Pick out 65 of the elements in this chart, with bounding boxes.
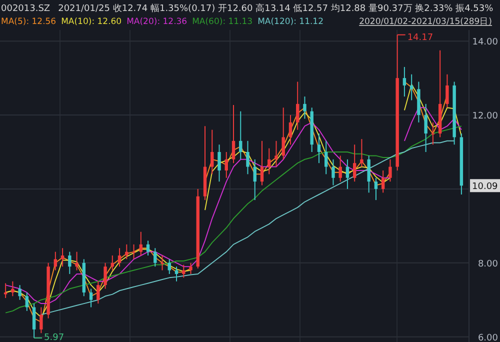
text: MA(5): 12.56: [1, 17, 56, 27]
candlestick: [68, 251, 72, 274]
candlestick: [282, 107, 285, 160]
candlestick: [317, 133, 321, 164]
candlestick: [154, 248, 157, 268]
candlestick: [232, 104, 236, 164]
candlestick: [246, 140, 250, 175]
candlestick: [274, 140, 278, 168]
candlestick: [260, 140, 264, 186]
candlestick: [89, 288, 93, 308]
y-tick-label: 8.00: [478, 259, 498, 270]
candlestick: [352, 144, 356, 182]
y-tick-label: 14.00: [472, 38, 498, 48]
candlestick: [40, 306, 43, 334]
candlestick: [218, 144, 221, 182]
y-tick-label: 12.00: [472, 112, 498, 122]
candlestick: [210, 129, 214, 175]
text: 10.09: [472, 182, 498, 192]
candlestick: [424, 103, 428, 152]
candlestick: [11, 280, 14, 297]
candlestick: [118, 248, 122, 268]
candlestick: [446, 74, 449, 108]
candlestick: [104, 262, 107, 290]
y-tick-label: 6.00: [478, 333, 498, 342]
candlestick: [139, 231, 142, 256]
candlestick: [431, 122, 435, 146]
candlestick: [346, 158, 350, 190]
candlestick: [132, 244, 136, 260]
candlestick: [303, 96, 306, 120]
text: MA(20): 12.36: [126, 17, 188, 27]
candlestick: [288, 114, 292, 146]
candlestick: [253, 158, 256, 201]
candlestick: [224, 151, 228, 178]
candlestick: [239, 110, 242, 160]
text: 2020/01/02-2021/03/15(289日): [359, 17, 492, 27]
candlestick: [146, 240, 150, 256]
candlestick: [381, 170, 385, 194]
candlestick: [360, 138, 364, 168]
candlestick: [18, 284, 22, 300]
candlestick: [96, 280, 100, 304]
chart-title: 002013.SZ: [1, 4, 50, 14]
candlestick: [125, 244, 128, 260]
candlestick: [75, 251, 78, 271]
candlestick: [338, 155, 342, 182]
candlestick: [388, 158, 392, 182]
candlestick: [402, 66, 406, 98]
candlestick: [160, 255, 164, 271]
annotation: 5.97: [44, 333, 64, 342]
candlestick: [367, 155, 370, 194]
annotation: 14.17: [407, 32, 434, 43]
text: MA(60): 11.13: [192, 17, 253, 27]
candlestick: [268, 148, 271, 175]
text: MA(10): 12.60: [61, 17, 122, 27]
candlestick: [189, 262, 192, 274]
candlestick: [168, 258, 171, 274]
candlestick: [54, 251, 58, 271]
candlestick: [25, 292, 29, 312]
candlestick: [324, 140, 328, 175]
candlestick: [296, 81, 300, 130]
candlestick: [32, 303, 36, 338]
candlestick: [4, 282, 8, 299]
candlestick: [374, 177, 378, 201]
candlestick: [332, 158, 335, 186]
text: MA(120): 11.12: [258, 17, 324, 27]
chart-subtitle: 2021/01/25 收12.74 幅1.35%(0.17) 开12.60 高13.14 低12.57 均12.88 量90.37万 换2.33% 振4.53%: [58, 3, 494, 14]
